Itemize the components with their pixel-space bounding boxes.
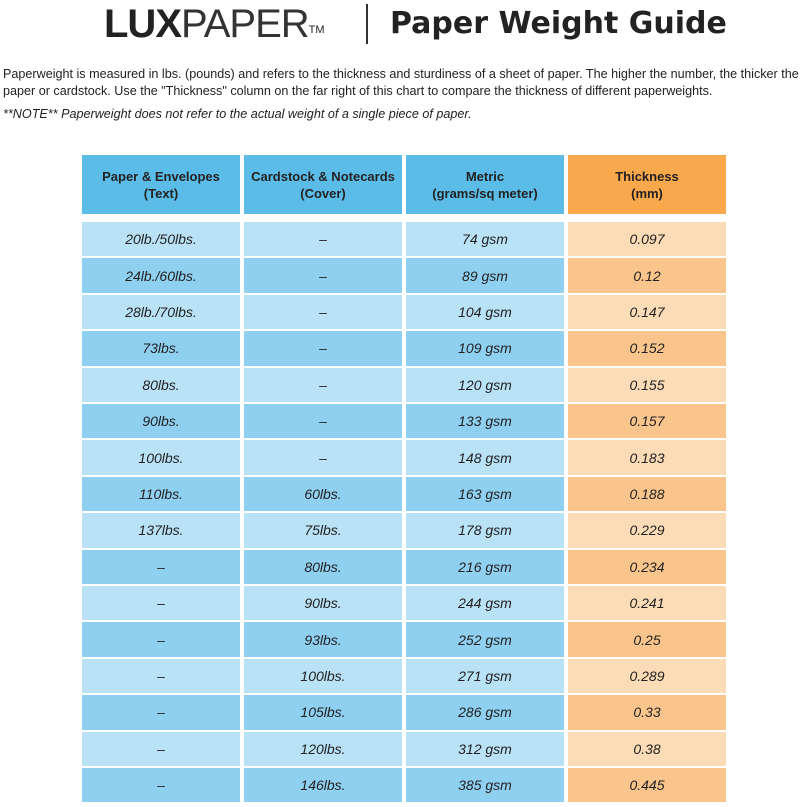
table-cell: 0.25 [568, 622, 726, 657]
column-header: Paper & Envelopes (Text) [82, 155, 240, 214]
header-line: Paper & Envelopes [102, 168, 220, 184]
table-cell: 178 gsm [406, 513, 564, 548]
table-cell: 133 gsm [406, 404, 564, 439]
table-cell: 286 gsm [406, 695, 564, 730]
table-cell: – [82, 695, 240, 730]
table-cell: – [82, 768, 240, 803]
table-cell: – [82, 586, 240, 621]
table-cell: 0.097 [568, 222, 726, 257]
table-cell: 244 gsm [406, 586, 564, 621]
table-cell: 0.152 [568, 331, 726, 366]
table-cell: 271 gsm [406, 658, 564, 694]
table-cell: 75lbs. [244, 513, 402, 548]
table-cell: 100lbs. [244, 658, 402, 694]
table-cell: 0.12 [568, 258, 726, 293]
table-cell: – [82, 549, 240, 584]
table-cell: – [244, 294, 402, 330]
table-cell: 252 gsm [406, 622, 564, 657]
table-cell: 74 gsm [406, 222, 564, 257]
table-cell: 0.155 [568, 367, 726, 402]
header-line: (Text) [143, 185, 179, 201]
header-line: Metric [465, 168, 505, 184]
intro: Paperweight is measured in lbs. (pounds)… [3, 67, 799, 98]
table-cell: 0.241 [568, 586, 726, 621]
logo-lux: LUX [104, 2, 182, 46]
table-cell: – [244, 404, 402, 439]
table-cell: – [82, 731, 240, 766]
table-cell: – [244, 258, 402, 293]
table-cell: 73lbs. [82, 331, 240, 366]
table-cell: – [82, 658, 240, 694]
table-cell: 109 gsm [406, 331, 564, 366]
table-cell: 0.229 [568, 513, 726, 548]
title: Paper Weight Guide [390, 6, 727, 41]
note: **NOTE** Paperweight does not refer to t… [3, 107, 472, 121]
table-cell: 60lbs. [244, 476, 402, 512]
table-cell: 80lbs. [82, 367, 240, 402]
table-cell: 0.188 [568, 476, 726, 512]
logo-paper: PAPER [181, 2, 310, 46]
column-header: Metric (grams/sq meter) [406, 155, 564, 214]
table-cell: 28lb./70lbs. [82, 294, 240, 330]
column-header: Cardstock & Notecards (Cover) [244, 155, 402, 214]
table-cell: – [244, 440, 402, 475]
table-cell: 24lb./60lbs. [82, 258, 240, 293]
table-cell: 120lbs. [244, 731, 402, 766]
logo: LUXPAPERTM [104, 2, 325, 46]
table-cell: 385 gsm [406, 768, 564, 803]
table-cell: 146lbs. [244, 768, 402, 803]
header-line: Thickness [615, 168, 679, 184]
table-cell: 93lbs. [244, 622, 402, 657]
table-cell: 0.445 [568, 768, 726, 803]
table-cell: 0.234 [568, 549, 726, 584]
table-cell: 0.157 [568, 404, 726, 439]
table-cell: 90lbs. [244, 586, 402, 621]
table-cell: – [244, 222, 402, 257]
table-cell: 104 gsm [406, 294, 564, 330]
header-line: (Cover) [300, 185, 346, 201]
table-cell: 137lbs. [82, 513, 240, 548]
header-line: (mm) [631, 185, 663, 201]
table-cell: 0.38 [568, 731, 726, 766]
logo-tm: TM [308, 24, 325, 36]
table-cell: 216 gsm [406, 549, 564, 584]
table-cell: 80lbs. [244, 549, 402, 584]
table-cell: – [244, 331, 402, 366]
table-cell: 163 gsm [406, 476, 564, 512]
table-cell: 0.183 [568, 440, 726, 475]
table-cell: 148 gsm [406, 440, 564, 475]
table-cell: 105lbs. [244, 695, 402, 730]
table-cell: – [244, 367, 402, 402]
table-cell: 90lbs. [82, 404, 240, 439]
header-line: Cardstock & Notecards [251, 168, 395, 184]
table-cell: 20lb./50lbs. [82, 222, 240, 257]
table-cell: 0.289 [568, 658, 726, 694]
table-cell: 110lbs. [82, 476, 240, 512]
table-cell: 0.33 [568, 695, 726, 730]
table-cell: 120 gsm [406, 367, 564, 402]
table-cell: 89 gsm [406, 258, 564, 293]
column-header: Thickness (mm) [568, 155, 726, 214]
table-cell: – [82, 622, 240, 657]
divider [366, 4, 368, 44]
table-cell: 100lbs. [82, 440, 240, 475]
table-cell: 0.147 [568, 294, 726, 330]
table-cell: 312 gsm [406, 731, 564, 766]
header-line: (grams/sq meter) [432, 185, 538, 201]
